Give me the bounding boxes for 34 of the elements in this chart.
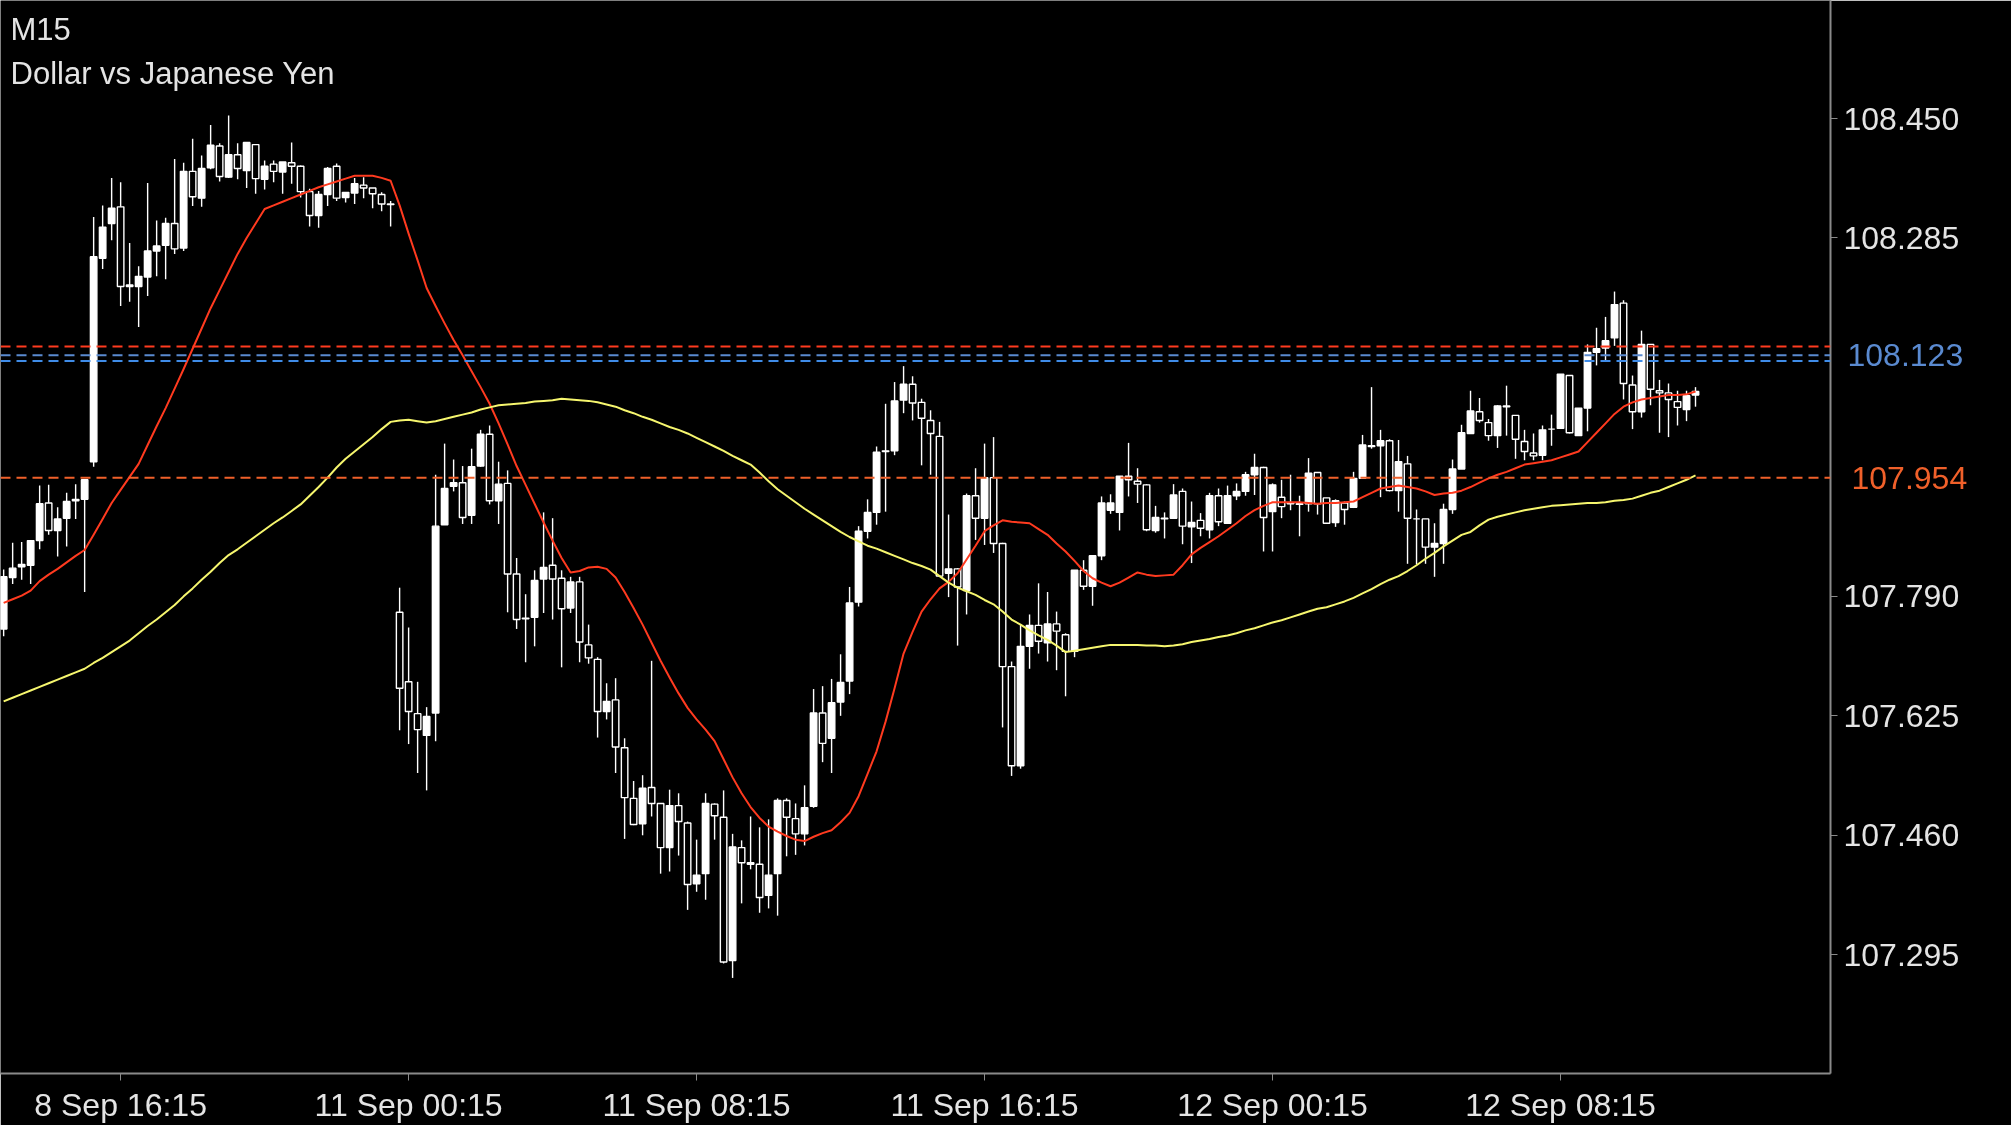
candlestick bbox=[1502, 384, 1511, 437]
x-tick-label: 11 Sep 08:15 bbox=[602, 1086, 791, 1123]
candlestick bbox=[1160, 511, 1169, 540]
candlestick bbox=[62, 492, 71, 548]
candlestick bbox=[584, 623, 593, 665]
candlestick bbox=[1529, 432, 1538, 461]
candlestick bbox=[1295, 495, 1304, 537]
ref-line-label: 107.954 bbox=[1851, 459, 1968, 496]
candlestick bbox=[1466, 390, 1475, 435]
candlestick bbox=[1367, 386, 1376, 450]
y-tick-label: 108.285 bbox=[1843, 219, 1960, 256]
ref-line-label: 108.123 bbox=[1847, 337, 1964, 374]
candlestick bbox=[1655, 379, 1664, 434]
y-tick-label: 107.460 bbox=[1843, 817, 1960, 854]
candlestick bbox=[1592, 327, 1601, 367]
candlestick bbox=[1169, 483, 1178, 520]
x-tick-label: 12 Sep 08:15 bbox=[1465, 1086, 1656, 1123]
candlestick bbox=[836, 653, 845, 717]
y-tick-label: 108.450 bbox=[1843, 100, 1960, 137]
y-tick-label: 107.790 bbox=[1843, 578, 1960, 615]
chart-title: M15 bbox=[10, 12, 71, 48]
y-tick-label: 107.625 bbox=[1843, 697, 1960, 734]
candlestick bbox=[1187, 500, 1196, 564]
candlestick bbox=[1475, 397, 1484, 424]
x-tick-label: 11 Sep 16:15 bbox=[890, 1086, 1079, 1123]
candlestick bbox=[1430, 522, 1439, 578]
candlestick bbox=[926, 409, 935, 476]
candlestick bbox=[1106, 493, 1115, 515]
text: Dollar vs Japanese Yen bbox=[10, 56, 335, 92]
x-tick-label: 8 Sep 16:15 bbox=[34, 1086, 207, 1123]
x-tick-label: 12 Sep 00:15 bbox=[1177, 1086, 1368, 1123]
x-tick-label: 11 Sep 00:15 bbox=[314, 1086, 503, 1123]
line-series bbox=[2, 397, 1697, 703]
y-tick-label: 107.295 bbox=[1843, 936, 1960, 973]
